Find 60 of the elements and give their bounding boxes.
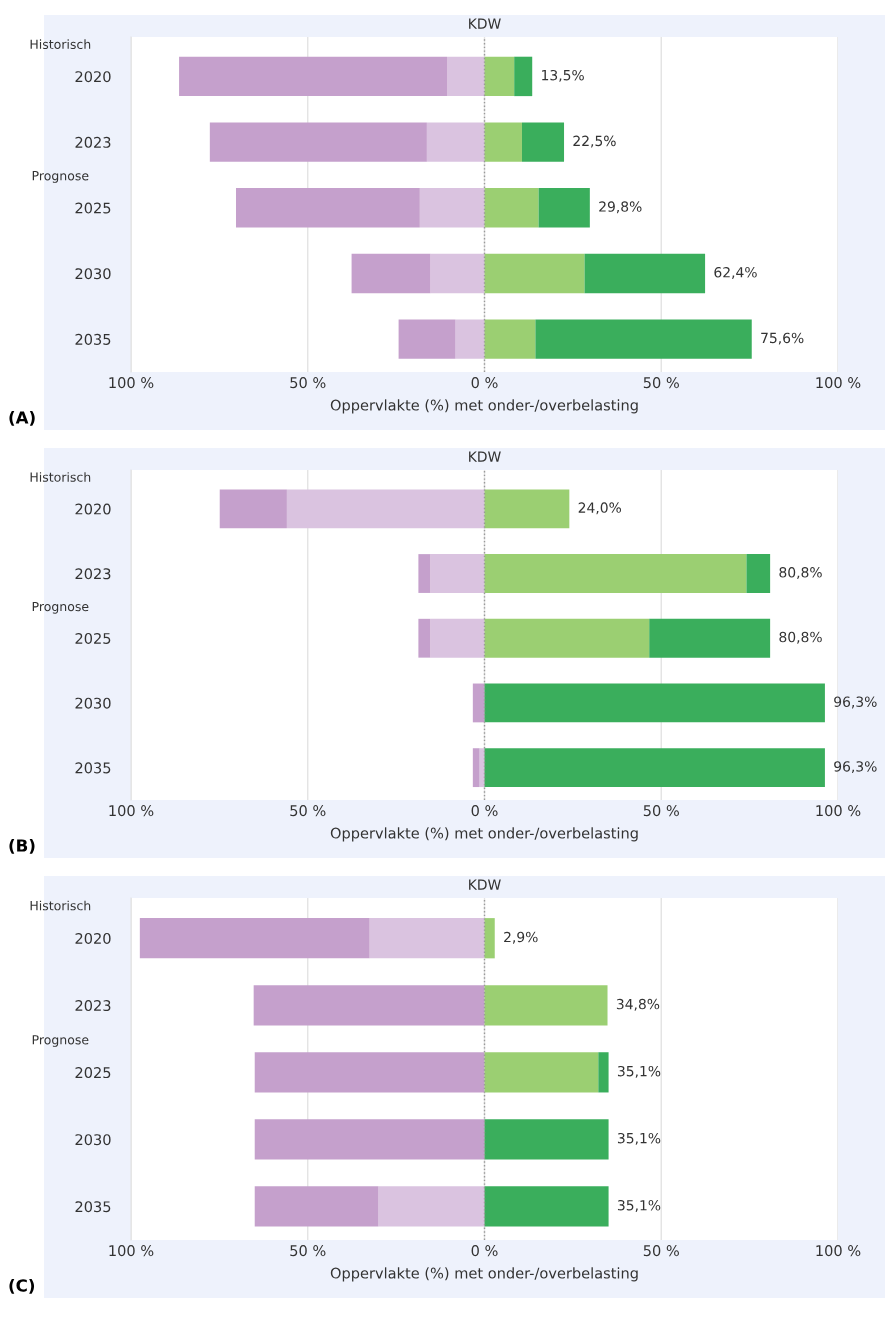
x-tick-label: 50 % xyxy=(290,805,326,817)
text: (B) xyxy=(9,838,35,854)
x-tick-label: 50 % xyxy=(643,805,679,817)
text: Prognose xyxy=(32,601,89,614)
annotation: 75,6% xyxy=(761,332,804,345)
x-axis-title: Oppervlakte (%) met onder-/overbelasting xyxy=(330,1267,638,1282)
text: Historisch xyxy=(30,39,91,50)
chart-title: KDW xyxy=(469,18,501,29)
x-axis-title: Oppervlakte (%) met onder-/overbelasting xyxy=(330,399,638,414)
y-tick-label: 2023 xyxy=(75,568,111,580)
x-tick-label: 100 % xyxy=(109,805,154,817)
y-tick-label: 2035 xyxy=(75,1201,111,1213)
x-tick-label: 100 % xyxy=(816,1245,861,1257)
text: (C) xyxy=(9,1278,35,1294)
x-tick-label: 100 % xyxy=(816,805,861,817)
text: Prognose xyxy=(32,1035,89,1047)
chart-title: KDW xyxy=(469,879,501,890)
text: (A) xyxy=(9,410,35,426)
x-tick-label: 0 % xyxy=(471,1245,498,1257)
x-axis-title: Oppervlakte (%) met onder-/overbelasting xyxy=(330,827,638,842)
annotation: 13,5% xyxy=(542,69,584,82)
x-tick-label: 50 % xyxy=(290,1245,326,1257)
annotation: 29,8% xyxy=(599,201,642,214)
y-tick-label: 2025 xyxy=(75,632,111,644)
y-tick-label: 2030 xyxy=(75,1134,111,1146)
y-tick-label: 2020 xyxy=(75,503,111,515)
x-tick-label: 50 % xyxy=(643,1245,679,1257)
annotation: 96,3% xyxy=(834,761,877,774)
y-tick-label: 2030 xyxy=(75,268,111,280)
x-tick-label: 100 % xyxy=(109,377,154,389)
annotation: 35,1% xyxy=(617,1132,661,1145)
annotation: 35,1% xyxy=(617,1199,661,1212)
y-tick-label: 2030 xyxy=(75,697,111,709)
x-tick-label: 50 % xyxy=(290,377,326,389)
y-tick-label: 2035 xyxy=(75,762,111,774)
y-tick-label: 2020 xyxy=(75,932,111,944)
text: Prognose xyxy=(32,171,89,183)
annotation: 96,3% xyxy=(834,696,877,709)
y-tick-label: 2035 xyxy=(75,333,111,345)
annotation: 24,0% xyxy=(578,502,622,515)
annotation: 80,8% xyxy=(779,631,822,644)
y-tick-label: 2020 xyxy=(75,71,111,83)
text: Historisch xyxy=(30,472,91,482)
y-tick-label: 2023 xyxy=(75,136,111,148)
chart-title: KDW xyxy=(469,451,501,462)
annotation: 62,4% xyxy=(714,266,757,279)
x-tick-label: 50 % xyxy=(643,377,679,389)
annotation: 80,8% xyxy=(779,567,822,579)
y-tick-label: 2025 xyxy=(75,1067,111,1079)
annotation: 34,8% xyxy=(616,998,660,1011)
x-tick-label: 100 % xyxy=(109,1245,154,1257)
x-tick-label: 0 % xyxy=(471,805,498,817)
annotation: 2,9% xyxy=(504,931,538,944)
y-tick-label: 2023 xyxy=(75,1000,111,1012)
annotation: 35,1% xyxy=(617,1065,661,1078)
annotation: 22,5% xyxy=(573,135,616,148)
y-tick-label: 2025 xyxy=(75,202,111,214)
x-tick-label: 100 % xyxy=(816,377,861,389)
x-tick-label: 0 % xyxy=(471,377,498,389)
text: Historisch xyxy=(30,900,91,911)
